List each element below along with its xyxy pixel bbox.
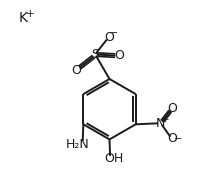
Text: O: O [168, 132, 177, 145]
Text: S: S [91, 48, 99, 61]
Text: N: N [155, 117, 165, 130]
Text: O: O [168, 102, 177, 115]
Text: −: − [110, 27, 118, 38]
Text: +: + [26, 9, 35, 19]
Text: O: O [115, 49, 125, 62]
Text: O: O [104, 31, 115, 44]
Text: OH: OH [105, 152, 124, 165]
Text: +: + [161, 115, 168, 124]
Text: H₂N: H₂N [66, 138, 89, 151]
Text: K: K [18, 11, 27, 25]
Text: −: − [174, 134, 182, 144]
Text: O: O [71, 64, 81, 77]
